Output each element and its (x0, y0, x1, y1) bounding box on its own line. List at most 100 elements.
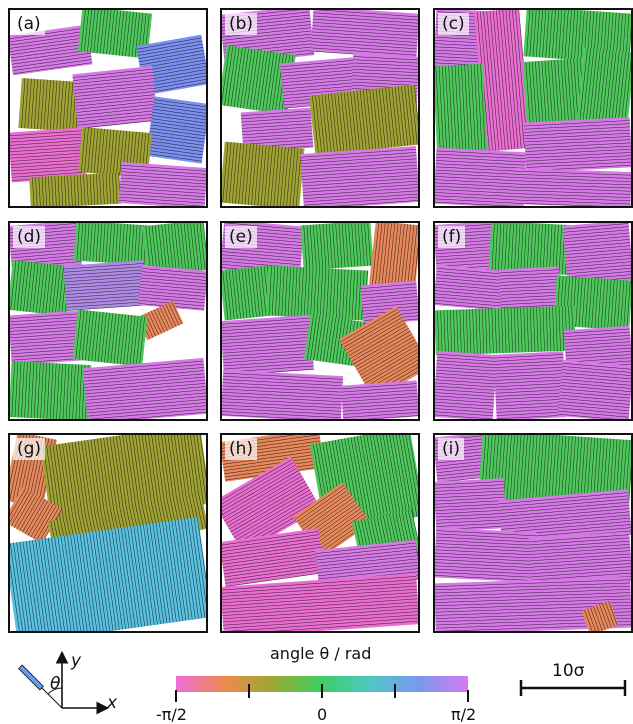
panel-label: (i) (438, 438, 464, 460)
rod-lines (21, 78, 80, 132)
rod-lines (118, 165, 206, 206)
panel-label: (d) (13, 226, 46, 248)
rod-domain (310, 10, 418, 59)
rod-domain (498, 266, 562, 310)
domain-fill (10, 24, 93, 76)
domain-fill (240, 107, 314, 153)
rod-lines (10, 130, 87, 181)
rod-domain (300, 223, 374, 271)
rod-domain (581, 600, 619, 631)
rod-domain (435, 350, 498, 419)
colorbar-ticks (175, 684, 469, 702)
panel-label: (b) (225, 13, 258, 35)
domain-fill (265, 265, 369, 321)
rod-lines (303, 223, 371, 271)
domain-fill (72, 65, 158, 130)
x-axis-label: x (107, 693, 118, 713)
panel-label: (f) (438, 226, 466, 248)
rod-icon (18, 664, 44, 691)
rod-domain (146, 96, 206, 164)
colorbar-tick-label: π/2 (451, 705, 477, 724)
rod-lines (146, 99, 206, 162)
domain-fill (309, 84, 418, 156)
rod-lines (312, 84, 418, 156)
colorbar-tick-label: 0 (317, 705, 328, 724)
rod-domain (73, 223, 152, 266)
rod-lines (300, 148, 418, 206)
y-axis-label: y (71, 651, 82, 671)
rod-lines (10, 516, 206, 631)
panel-b: (b) (220, 8, 420, 208)
rod-domain (309, 84, 418, 156)
rod-lines (145, 223, 206, 276)
rod-field (222, 10, 418, 206)
rod-domain (18, 77, 82, 133)
rod-domain (222, 265, 275, 321)
domain-fill (222, 141, 305, 206)
rod-domain (338, 306, 418, 400)
scale-bar (519, 680, 627, 696)
rod-domain (118, 162, 206, 206)
colorbar-title: angle θ / rad (270, 644, 372, 663)
rod-lines (491, 223, 569, 275)
domain-fill (10, 360, 92, 419)
rod-lines (578, 47, 631, 133)
rod-lines (75, 309, 145, 367)
rod-lines (514, 170, 631, 206)
rod-lines (437, 305, 574, 356)
rod-lines (341, 383, 418, 419)
rod-domain (222, 528, 325, 587)
rod-domain (498, 489, 631, 546)
rod-domain (523, 10, 631, 64)
rod-domain (63, 260, 147, 311)
panel-h: (h) (220, 433, 420, 633)
rod-domain (222, 456, 321, 554)
rod-domain (557, 360, 631, 419)
rod-lines (222, 141, 302, 206)
rod-lines (340, 308, 418, 398)
rod-domain (72, 309, 148, 367)
rod-lines (294, 484, 370, 557)
legend-row: y x θ angle θ / rad -π/2 0 π/2 10σ (0, 640, 633, 724)
rod-lines (584, 600, 618, 631)
rod-domain (222, 369, 344, 419)
rod-domain (435, 63, 488, 157)
domain-fill (146, 96, 206, 164)
domain-fill (498, 266, 562, 310)
rod-field (222, 435, 418, 631)
rod-domain (10, 260, 73, 316)
rod-domain (10, 310, 82, 366)
rod-lines (435, 481, 507, 531)
rod-domain (368, 223, 418, 296)
domain-fill (10, 310, 82, 366)
domain-fill (310, 10, 418, 59)
colorbar (175, 676, 469, 702)
domain-fill (360, 280, 418, 326)
rod-lines (222, 576, 418, 631)
panel-i: (i) (433, 433, 633, 633)
rod-field (435, 223, 631, 419)
domain-fill (435, 478, 507, 532)
rod-domain (138, 265, 206, 311)
rod-lines (43, 435, 206, 526)
rod-domain (222, 45, 296, 115)
domain-fill (136, 34, 206, 96)
rod-lines (63, 263, 147, 311)
rod-lines (268, 265, 368, 321)
domain-fill (10, 516, 206, 631)
rod-lines (76, 223, 151, 266)
rod-lines (493, 354, 567, 419)
rod-domain (488, 223, 572, 276)
rod-lines (10, 313, 82, 364)
rod-domain (435, 147, 527, 206)
rod-lines (310, 10, 418, 59)
scale-bar-label: 10σ (552, 661, 585, 681)
domain-fill (435, 265, 507, 311)
rod-lines (435, 63, 486, 157)
rod-lines (11, 361, 89, 419)
rod-domain (222, 141, 305, 206)
panel-c: (c) (433, 8, 633, 208)
rod-domain (523, 117, 631, 173)
domain-fill (435, 350, 498, 419)
domain-fill (435, 147, 527, 206)
